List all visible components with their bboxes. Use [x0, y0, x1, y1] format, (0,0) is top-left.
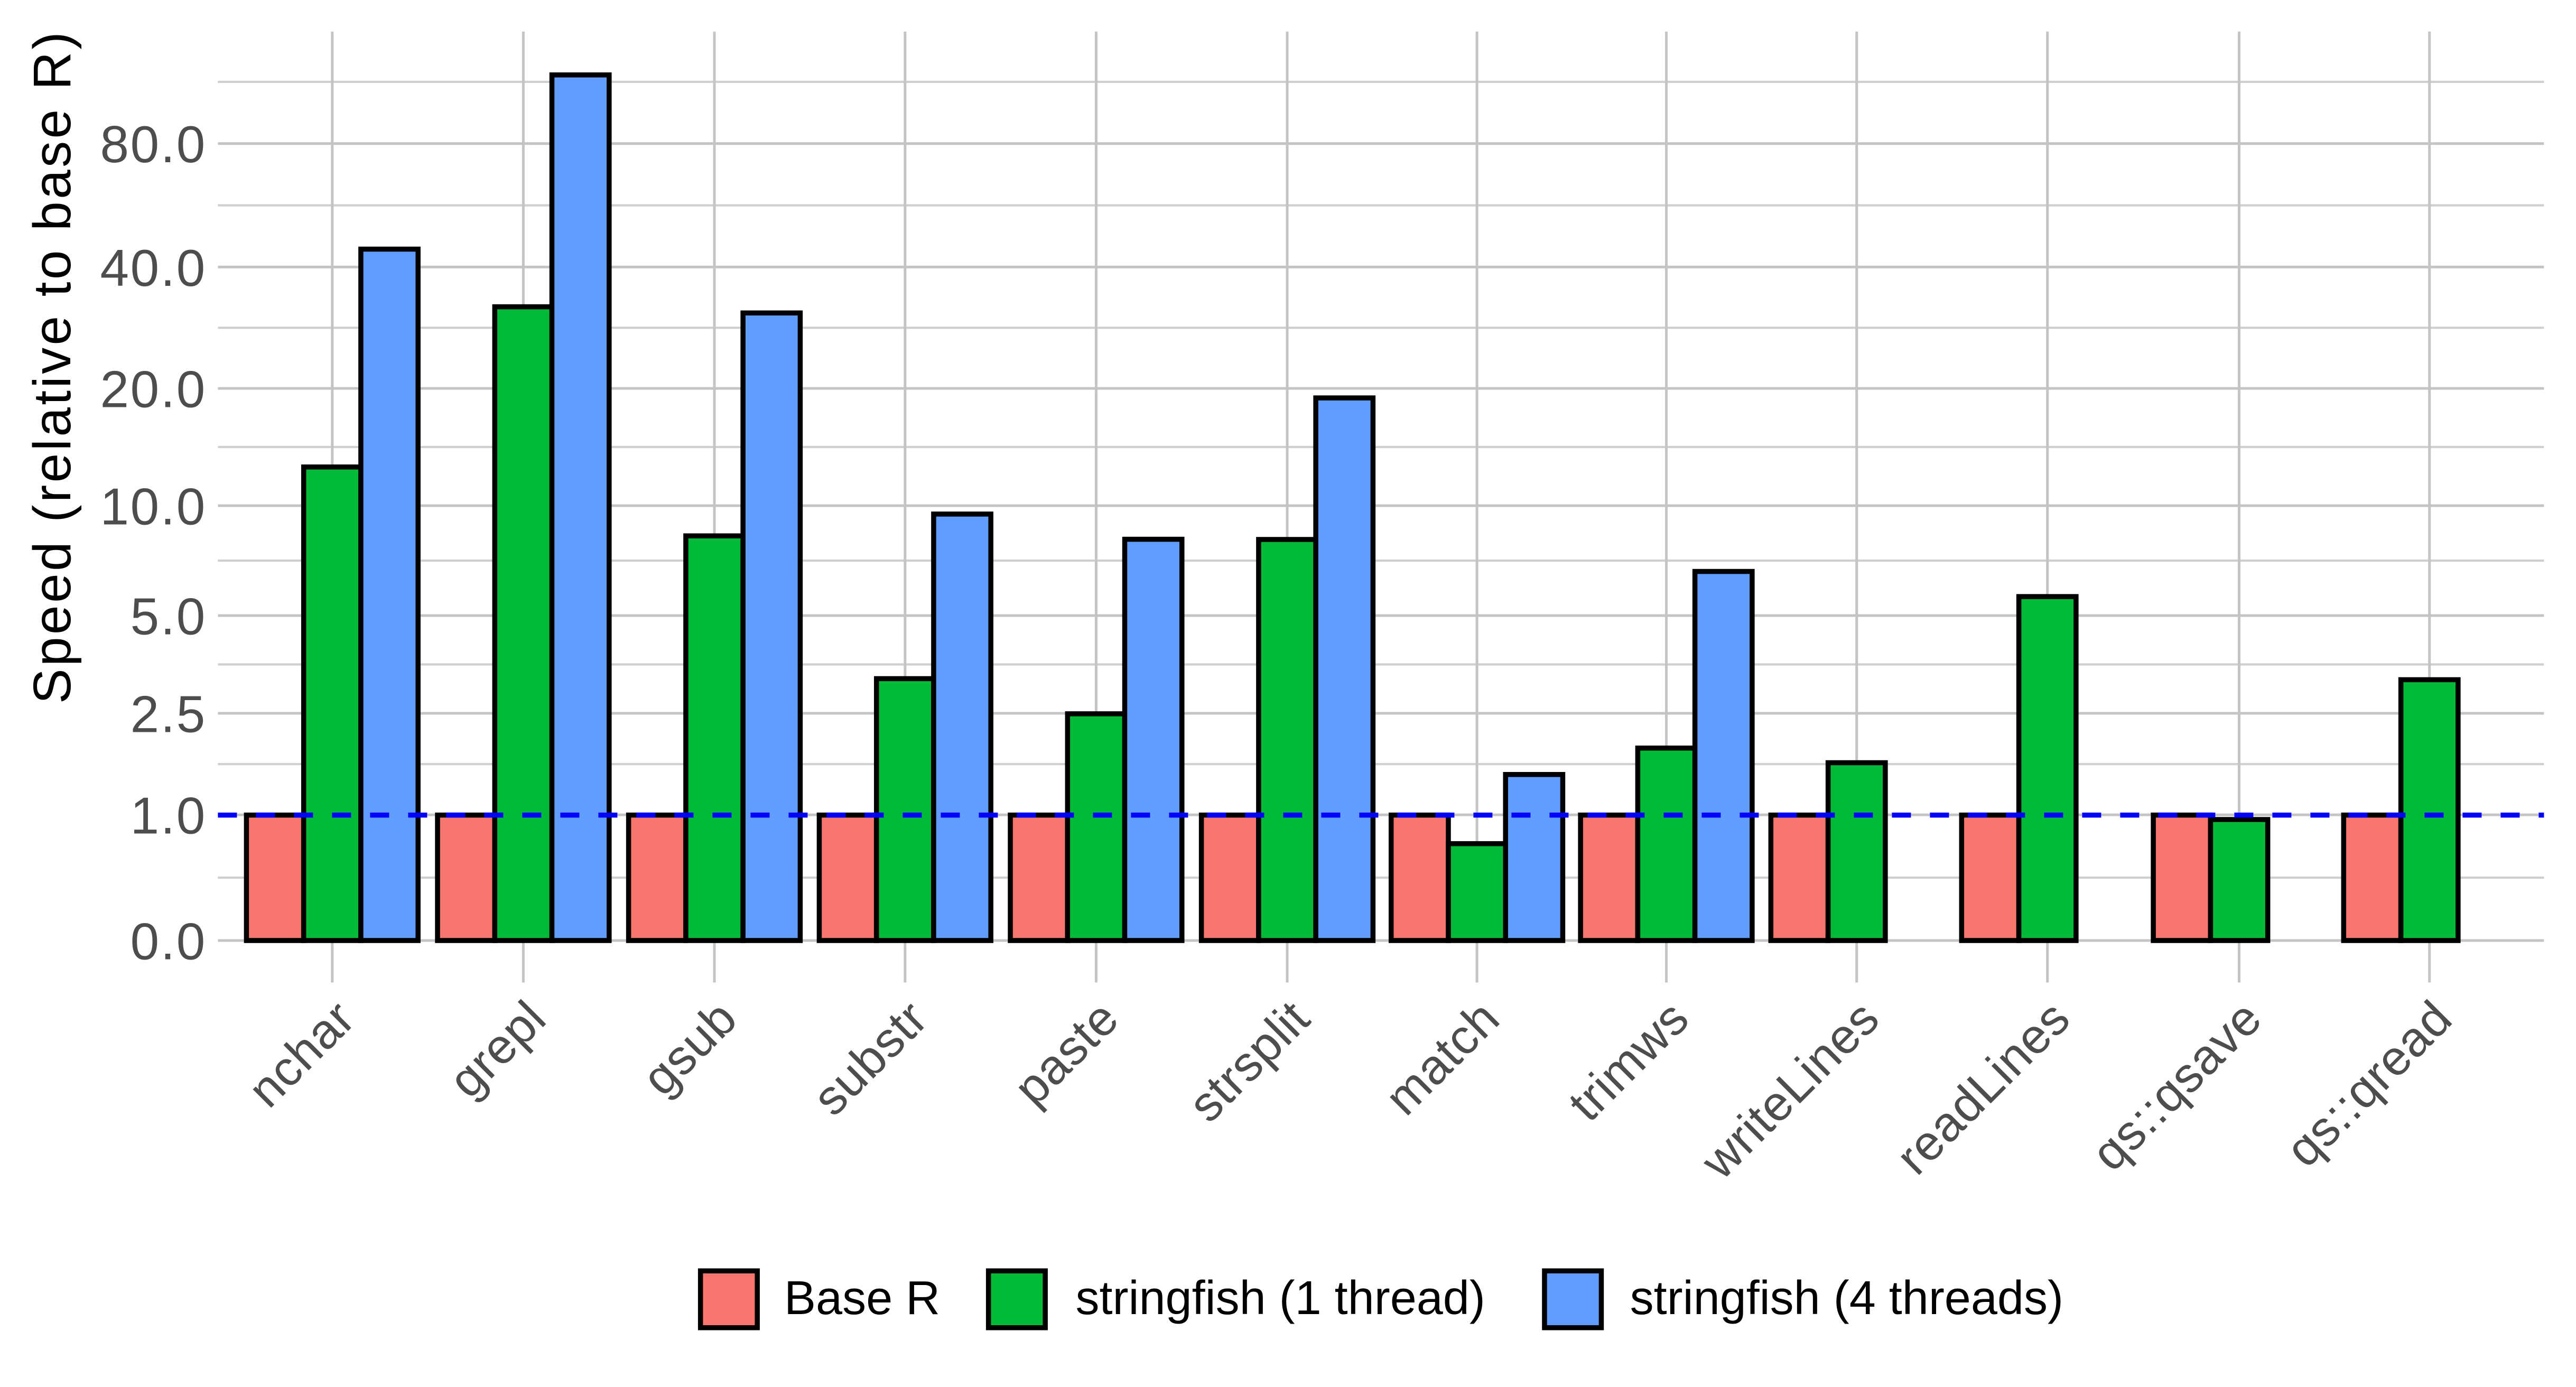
- svg-text:5.0: 5.0: [131, 588, 207, 646]
- svg-text:40.0: 40.0: [100, 239, 207, 297]
- svg-text:Speed (relative to base R): Speed (relative to base R): [23, 30, 82, 704]
- svg-text:2.5: 2.5: [131, 685, 207, 743]
- svg-text:10.0: 10.0: [100, 478, 207, 536]
- svg-text:80.0: 80.0: [100, 115, 207, 173]
- svg-text:0.0: 0.0: [131, 913, 207, 971]
- svg-text:Base R: Base R: [784, 1272, 940, 1325]
- svg-text:stringfish (1 thread): stringfish (1 thread): [1076, 1272, 1485, 1325]
- svg-text:1.0: 1.0: [131, 787, 207, 845]
- svg-text:20.0: 20.0: [100, 360, 207, 418]
- svg-text:stringfish (4 threads): stringfish (4 threads): [1630, 1272, 2063, 1325]
